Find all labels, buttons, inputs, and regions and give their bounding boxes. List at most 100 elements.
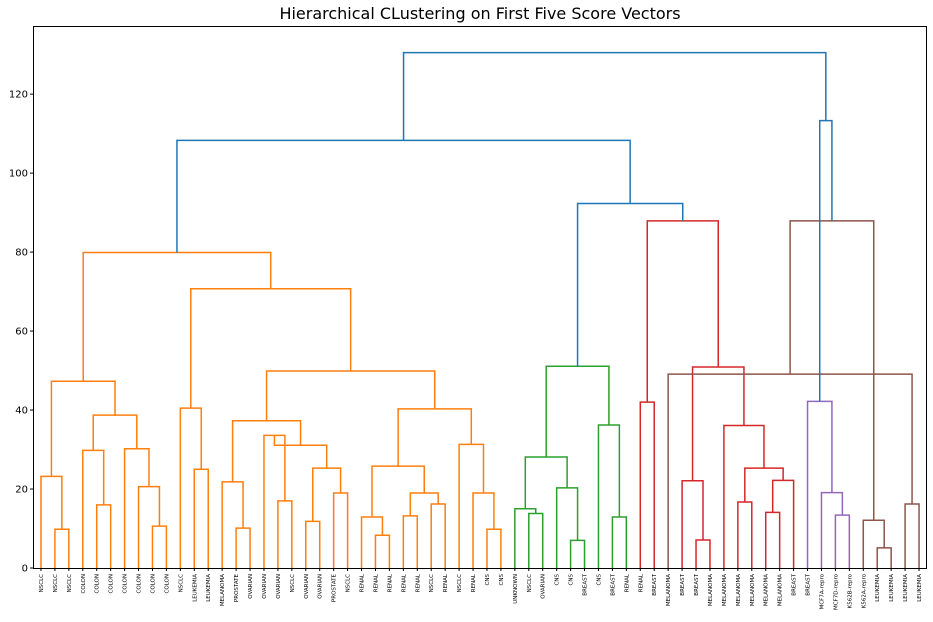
- dendrogram-link: [82, 449, 105, 568]
- dendrogram-link: [179, 407, 202, 568]
- dendrogram-link: [576, 202, 684, 367]
- x-tick-label: MELANOMA: [220, 574, 226, 606]
- dendrogram-link: [597, 424, 621, 568]
- x-tick-label: MCF7A-repro: [819, 573, 825, 609]
- dendrogram-link: [528, 512, 544, 568]
- x-tick-label: RENAL: [471, 573, 477, 592]
- dendrogram-link: [123, 447, 150, 568]
- dendrogram-link: [667, 373, 913, 568]
- dendrogram-link: [545, 365, 610, 458]
- dendrogram-link: [231, 419, 302, 482]
- x-tick-label: COLON: [109, 574, 115, 593]
- x-tick-label: CNS: [555, 573, 561, 585]
- dendrogram-link: [818, 119, 833, 402]
- dendrogram-link: [50, 380, 116, 477]
- x-tick-label: OVARIAN: [541, 574, 547, 599]
- dendrogram-link: [82, 251, 272, 382]
- x-tick-label: NSCLC: [53, 574, 59, 593]
- dendrogram-link: [305, 520, 321, 568]
- x-tick-label: BREAST: [610, 573, 616, 595]
- x-tick-label: PROSTATE: [234, 573, 240, 602]
- dendrogram-link: [360, 516, 384, 568]
- dendrogram-link: [193, 468, 209, 568]
- dendrogram-link: [54, 528, 70, 568]
- dendrogram-link: [737, 501, 753, 568]
- dendrogram-link: [806, 400, 833, 568]
- dendrogram-link: [771, 479, 795, 568]
- dendrogram-link: [277, 500, 293, 568]
- dendrogram-link: [524, 456, 568, 509]
- x-tick-label: COLON: [123, 574, 129, 593]
- x-tick-label: NSCLC: [290, 574, 296, 593]
- x-tick-label: MELANOMA: [750, 574, 756, 606]
- dendrogram-link: [92, 414, 138, 451]
- x-tick-label: COLON: [150, 574, 156, 593]
- x-tick-label: NSCLC: [346, 574, 352, 593]
- x-tick-label: K562A-repro: [861, 573, 867, 608]
- x-tick-label: NSCLC: [457, 574, 463, 593]
- dendrogram-link: [430, 503, 446, 568]
- x-tick-label: BREAST: [694, 573, 700, 595]
- dendrogram-link: [332, 492, 349, 568]
- x-tick-label: CNS: [499, 573, 505, 585]
- y-axis: 0 20 40 60 80 100 120: [9, 90, 34, 575]
- dendrogram-link: [611, 516, 628, 568]
- x-tick-label: PROSTATE: [332, 573, 338, 602]
- y-tick-label: 20: [15, 485, 28, 496]
- dendrogram-link: [409, 492, 439, 516]
- x-tick-label: BREAST: [583, 573, 589, 595]
- dendrogram-link: [744, 467, 784, 503]
- y-tick-label: 80: [15, 248, 28, 259]
- dendrogram-link: [681, 479, 704, 568]
- dendrogram-link: [820, 491, 844, 568]
- x-tick-label: LEUKEMIA: [875, 574, 881, 602]
- y-tick-label: 0: [22, 564, 28, 575]
- dendrogram-link: [95, 504, 112, 568]
- x-tick-label: RENAL: [387, 573, 393, 592]
- dendrogram-link: [151, 525, 168, 568]
- dendrogram-link: [235, 527, 251, 568]
- x-tick-label: BREAST: [652, 573, 658, 595]
- x-tick-label: MELANOMA: [722, 574, 728, 606]
- dendrogram-links: [40, 51, 920, 568]
- x-tick-label: CNS: [569, 573, 575, 585]
- dendrogram-link: [695, 539, 711, 568]
- x-tick-label: LEUKEMIA: [889, 574, 895, 602]
- x-tick-label: MELANOMA: [708, 574, 714, 606]
- x-tick-label: BREAST: [680, 573, 686, 595]
- x-tick-label: OVARIAN: [276, 574, 282, 599]
- dendrogram-link: [862, 519, 885, 568]
- x-tick-label: CNS: [485, 573, 491, 585]
- dendrogram-link: [639, 401, 655, 568]
- dendrogram-link: [691, 366, 745, 481]
- x-tick-label: RENAL: [415, 573, 421, 592]
- dendrogram-link: [402, 51, 827, 141]
- x-tick-label: MELANOMA: [736, 574, 742, 606]
- x-tick-label: LEUKEMIA: [206, 574, 212, 602]
- x-tick-label: LEUKEMIA: [917, 574, 923, 602]
- dendrogram-link: [555, 487, 579, 568]
- dendrogram-link: [137, 485, 161, 568]
- x-tick-label: MELANOMA: [764, 574, 770, 606]
- x-tick-label: NSCLC: [39, 574, 45, 593]
- x-tick-label: NSCLC: [67, 574, 73, 593]
- dendrogram-link: [514, 508, 537, 568]
- x-tick-label: LEUKEMIA: [903, 574, 909, 602]
- x-tick-label: RENAL: [360, 573, 366, 592]
- dendrogram-link: [472, 492, 495, 568]
- x-tick-label: OVARIAN: [304, 574, 310, 599]
- x-tick-label: RENAL: [373, 573, 379, 592]
- dendrogram-link: [265, 370, 436, 421]
- dendrogram-link: [723, 424, 765, 568]
- y-tick-label: 60: [15, 327, 28, 338]
- x-tick-label: RENAL: [443, 573, 449, 592]
- dendrogram-link: [374, 534, 391, 568]
- y-tick-label: 120: [9, 90, 28, 101]
- x-tick-label: COLON: [81, 574, 87, 593]
- x-tick-label: K562B-repro: [847, 573, 853, 608]
- dendrogram-link: [458, 443, 485, 568]
- y-tick-label: 100: [9, 169, 28, 180]
- dendrogram-link: [834, 514, 851, 568]
- x-tick-label: MELANOMA: [666, 574, 672, 606]
